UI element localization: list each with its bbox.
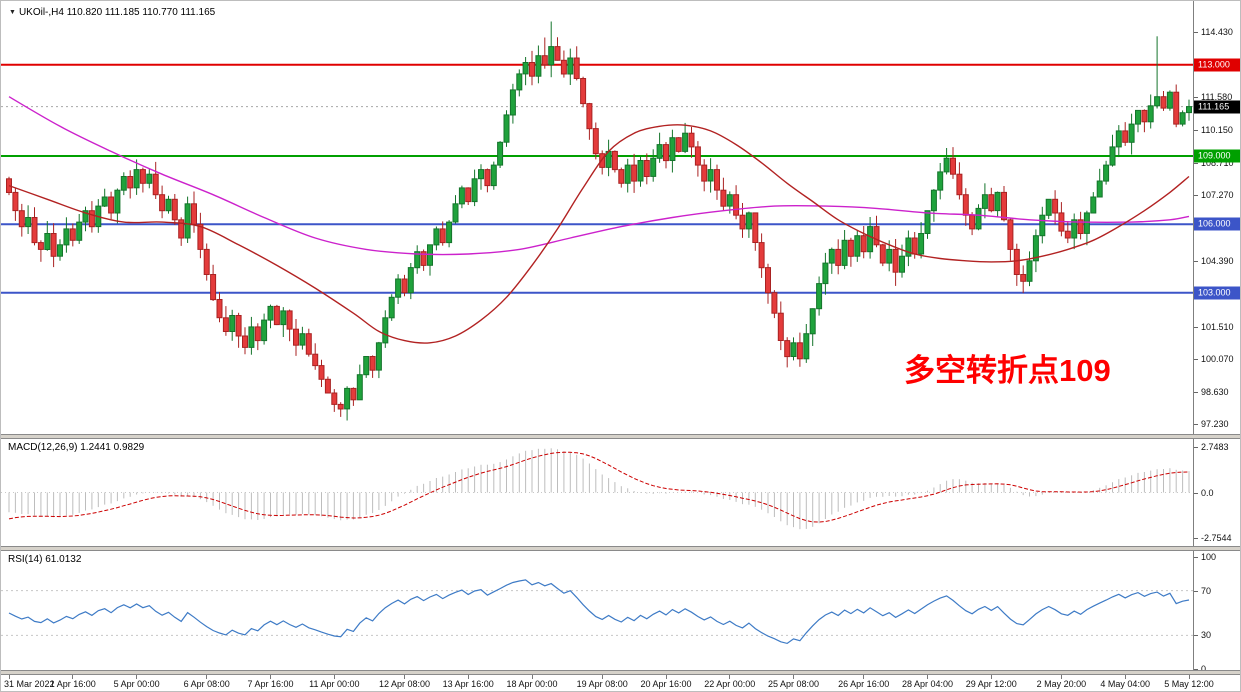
- scale-tick-mark: [1194, 392, 1198, 393]
- rsi-chart[interactable]: [1, 551, 1193, 670]
- time-tick-label: 19 Apr 08:00: [576, 679, 628, 689]
- scale-tick-mark: [1194, 538, 1198, 539]
- time-tick-label: 13 Apr 16:00: [442, 679, 494, 689]
- time-tick-mark: [1188, 675, 1190, 679]
- level-price-badge: 106.000: [1194, 217, 1240, 231]
- scale-tick-mark: [1194, 424, 1198, 425]
- scale-tick-mark: [1194, 163, 1198, 164]
- scale-tick-mark: [1194, 130, 1198, 131]
- panel-splitter-macd[interactable]: [1, 434, 1240, 439]
- price-scale[interactable]: 114.430 111.580 110.150 108.710 107.270 104.3…: [1193, 1, 1240, 675]
- time-tick-mark: [72, 675, 74, 679]
- time-tick-mark: [467, 675, 469, 679]
- time-tick-label: 26 Apr 16:00: [838, 679, 890, 689]
- time-tick-label: 5 May 12:00: [1164, 679, 1214, 689]
- time-tick-label: 5 Apr 00:00: [113, 679, 160, 689]
- time-tick-mark: [990, 675, 992, 679]
- scale-tick-mark: [1194, 591, 1198, 592]
- price-tick-label: 70: [1201, 586, 1212, 596]
- time-tick-mark: [8, 675, 10, 679]
- ohlc-values: 110.820 111.185 110.770 111.165: [66, 7, 216, 18]
- time-tick-label: 2 May 20:00: [1036, 679, 1087, 689]
- time-tick-label: 12 Apr 08:00: [378, 679, 431, 689]
- time-tick-label: 1 Apr 16:00: [49, 679, 96, 689]
- price-tick-label: 0.0: [1201, 488, 1214, 498]
- macd-chart[interactable]: [1, 439, 1193, 546]
- time-tick-mark: [333, 675, 335, 679]
- symbol-period-label: UKOil-,H4: [18, 7, 64, 18]
- price-tick-label: 2.7483: [1201, 442, 1229, 452]
- price-tick-label: 0: [1201, 664, 1207, 674]
- time-tick-mark: [863, 675, 865, 679]
- scale-tick-mark: [1194, 261, 1198, 262]
- scale-tick-mark: [1194, 32, 1198, 33]
- price-tick-label: 114.430: [1201, 27, 1233, 37]
- scale-tick-mark: [1194, 669, 1198, 670]
- time-tick-mark: [927, 675, 928, 679]
- price-tick-label: 110.150: [1201, 125, 1233, 135]
- panel-splitter-rsi[interactable]: [1, 546, 1240, 551]
- price-tick-label: 108.710: [1201, 158, 1234, 168]
- time-tick-mark: [270, 675, 271, 679]
- price-tick-label: 97.230: [1201, 419, 1229, 429]
- time-tick-mark: [729, 675, 731, 679]
- time-tick-mark: [404, 675, 405, 679]
- time-tick-label: 22 Apr 00:00: [704, 679, 756, 689]
- time-tick-label: 28 Apr 04:00: [901, 679, 954, 689]
- rsi-label: RSI(14) 61.0132: [8, 554, 82, 565]
- price-tick-label: 101.510: [1201, 322, 1234, 332]
- scale-tick-mark: [1194, 195, 1198, 196]
- annotation-text: 多空转折点109: [904, 353, 1111, 388]
- scale-tick-mark: [1194, 359, 1198, 360]
- price-tick-label: 111.580: [1201, 92, 1233, 102]
- time-tick-mark: [1124, 675, 1126, 679]
- scale-tick-mark: [1194, 635, 1198, 636]
- price-tick-label: -2.7544: [1201, 533, 1232, 543]
- time-axis-separator: [1, 670, 1240, 675]
- level-price-badge: 113.000: [1194, 58, 1240, 72]
- time-tick-mark: [665, 675, 667, 679]
- time-tick-label: 20 Apr 16:00: [640, 679, 692, 689]
- level-price-badge: 109.000: [1194, 149, 1240, 163]
- price-tick-label: 30: [1201, 630, 1212, 640]
- time-tick-label: 31 Mar 2022: [4, 679, 55, 689]
- scale-tick-mark: [1194, 557, 1198, 558]
- main-price-chart[interactable]: [1, 1, 1193, 434]
- scale-tick-mark: [1194, 327, 1198, 328]
- time-tick-mark: [531, 675, 533, 679]
- time-tick-mark: [1060, 675, 1062, 679]
- scale-tick-mark: [1194, 97, 1198, 98]
- time-tick-mark: [793, 675, 794, 679]
- price-tick-label: 98.630: [1201, 387, 1229, 397]
- time-tick-label: 7 Apr 16:00: [247, 679, 294, 689]
- price-tick-label: 100.070: [1201, 354, 1234, 364]
- level-price-badge: 103.000: [1194, 286, 1240, 300]
- current-price-badge: 111.165: [1194, 100, 1240, 114]
- time-tick-label: 18 Apr 00:00: [506, 679, 558, 689]
- time-tick-label: 11 Apr 00:00: [309, 679, 360, 689]
- chart-title: ▼ UKOil-,H4 110.820 111.185 110.770 111.1…: [9, 7, 215, 18]
- scale-tick-mark: [1194, 493, 1198, 494]
- time-tick-label: 25 Apr 08:00: [767, 679, 820, 689]
- symbol-arrow-icon: ▼: [9, 9, 16, 16]
- price-tick-label: 100: [1201, 552, 1217, 562]
- time-tick-mark: [136, 675, 138, 679]
- price-tick-label: 107.270: [1201, 190, 1234, 200]
- time-tick-label: 6 Apr 08:00: [183, 679, 230, 689]
- macd-label: MACD(12,26,9) 1.2441 0.9829: [8, 442, 145, 453]
- price-tick-label: 104.390: [1201, 256, 1234, 266]
- time-scale[interactable]: 31 Mar 2022 1 Apr 16:00 5 Apr 00:00 6 Apr 0…: [1, 675, 1240, 691]
- time-tick-label: 4 May 04:00: [1100, 679, 1150, 689]
- time-tick-mark: [206, 675, 208, 679]
- time-tick-mark: [601, 675, 603, 679]
- scale-tick-mark: [1194, 447, 1198, 448]
- time-tick-label: 29 Apr 12:00: [965, 679, 1017, 689]
